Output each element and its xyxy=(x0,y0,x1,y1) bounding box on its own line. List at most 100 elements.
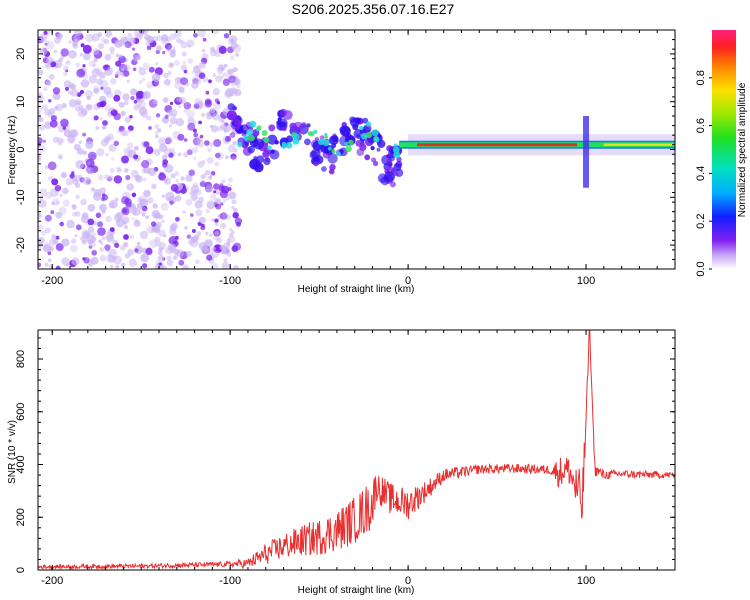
spectrogram-noise-blob xyxy=(174,76,182,84)
spectrogram-noise-blob xyxy=(190,184,200,194)
spectrogram-noise-blob xyxy=(113,255,122,265)
spectrogram-noise-blob xyxy=(73,143,81,151)
spectrogram-noise-blob xyxy=(91,68,101,77)
spectrogram-highlight-blob xyxy=(327,146,332,151)
spectrogram-noise-blob xyxy=(193,32,198,38)
spectrogram-highlight-blob xyxy=(371,129,379,137)
spectrogram-noise-blob xyxy=(99,247,105,252)
spectrogram-noise-blob xyxy=(223,63,228,68)
spectrogram-noise-blob xyxy=(62,126,66,130)
spectrogram-noise-blob xyxy=(199,180,206,188)
spectrogram-noise-blob xyxy=(45,191,53,200)
spectrogram-y-tick-label: 10 xyxy=(15,96,27,108)
spectrogram-noise-blob xyxy=(38,144,46,153)
spectrogram-noise-blob xyxy=(160,34,169,42)
spectrogram-highlight-blob xyxy=(317,138,325,146)
spectrogram-noise-blob xyxy=(42,244,52,253)
snr-y-tick-label: 600 xyxy=(15,403,27,421)
spectrogram-transition-blob xyxy=(263,157,271,166)
spectrogram-noise-blob xyxy=(62,187,69,195)
spectrogram-noise-blob xyxy=(166,45,176,54)
spectrogram-noise-blob xyxy=(185,250,192,257)
spectrogram-noise-blob xyxy=(124,225,128,230)
spectrogram-noise-blob xyxy=(132,54,140,62)
spectrogram-noise-blob xyxy=(47,161,57,171)
spectrogram-noise-blob xyxy=(164,114,169,119)
spectrogram-noise-blob xyxy=(211,218,215,222)
snr-x-label: Height of straight line (km) xyxy=(298,585,415,596)
spectrogram-noise-blob xyxy=(178,105,182,109)
spectrogram-noise-blob xyxy=(215,151,225,161)
spectrogram-noise-blob xyxy=(208,175,213,180)
spectrogram-noise-blob xyxy=(192,137,201,146)
spectrogram-y-tick-label: 0 xyxy=(15,146,27,152)
spectrogram-noise-blob xyxy=(139,230,149,240)
spectrogram-highlight-blob xyxy=(359,125,364,131)
spectrogram-noise-blob xyxy=(100,139,109,147)
spectrogram-noise-blob xyxy=(232,140,237,146)
snr-y-ticks: 0 200 400 600 800 xyxy=(15,337,675,573)
spectrogram-noise-blob xyxy=(178,259,185,266)
spectrogram-noise-blob xyxy=(169,147,176,154)
spectrogram-noise-blob xyxy=(107,175,114,181)
spectrogram-noise-blob xyxy=(182,60,187,65)
snr-y-tick-label: 800 xyxy=(15,350,27,368)
spectrogram-noise-blob xyxy=(87,151,97,161)
spectrogram-noise-blob xyxy=(175,118,185,127)
spectrogram-highlight-blob xyxy=(246,128,254,136)
spectrogram-noise-blob xyxy=(232,43,242,53)
spectrogram-noise-blob xyxy=(96,148,105,157)
spectrogram-noise-blob xyxy=(59,193,63,197)
spectrogram-noise-blob xyxy=(96,78,104,86)
colorbar-tick-label: 0.0 xyxy=(695,261,707,276)
spectrogram-noise-blob xyxy=(163,98,168,103)
spectrogram-noise-blob xyxy=(59,221,64,227)
spectrogram-x-tick-label: -100 xyxy=(219,275,241,287)
spectrogram-highlight-blob xyxy=(324,135,329,139)
spectrogram-noise-blob xyxy=(137,197,143,203)
chart-title: S206.2025.356.07.16.E27 xyxy=(292,1,455,17)
spectrogram-noise-blob xyxy=(60,118,69,128)
spectrogram-noise-blob xyxy=(115,53,120,58)
spectrogram-noise-blob xyxy=(182,210,186,214)
spectrogram-highlight-blob xyxy=(392,146,400,154)
spectrogram-noise-blob xyxy=(201,223,205,228)
spectrogram-noise-blob xyxy=(58,141,63,146)
spectrogram-noise-blob xyxy=(121,196,130,205)
spectrogram-noise-blob xyxy=(80,235,87,242)
spectrogram-noise-blob xyxy=(142,62,150,70)
spectrogram-highlight-blob xyxy=(237,141,243,148)
spectrogram-noise-blob xyxy=(168,62,175,69)
spectrogram-noise-blob xyxy=(102,120,108,126)
spectrogram-noise-blob xyxy=(197,140,205,148)
spectrogram-transition-blob xyxy=(371,157,377,163)
spectrogram-noise-blob xyxy=(72,41,78,47)
spectrogram-highlight-blob xyxy=(336,151,341,157)
spectrogram-noise-blob xyxy=(143,141,150,148)
spectrogram-noise-blob xyxy=(48,108,56,115)
spectrogram-highlight-blob xyxy=(263,137,270,144)
spectrogram-noise-blob xyxy=(143,189,152,198)
spectrogram-noise-blob xyxy=(198,196,205,203)
spectrogram-noise-blob xyxy=(211,171,216,176)
colorbar-tick-label: 0.6 xyxy=(695,118,707,133)
spectrogram-transition-blob xyxy=(356,148,365,157)
spectrogram-highlight-blob xyxy=(249,120,257,128)
spectrogram-highlight-blob xyxy=(344,141,349,146)
spectrogram-noise-blob xyxy=(162,159,169,165)
spectrogram-noise-blob xyxy=(150,221,157,227)
spectrogram-transition-blob xyxy=(285,135,294,143)
spectrogram-noise-blob xyxy=(86,104,93,111)
spectrogram-transition-blob xyxy=(393,171,399,177)
spectrogram-noise-blob xyxy=(213,139,222,147)
spectrogram-noise-blob xyxy=(174,30,182,38)
spectrogram-noise-blob xyxy=(139,30,149,35)
spectrogram-noise-blob xyxy=(88,60,96,67)
spectrogram-noise-blob xyxy=(60,48,69,57)
spectrogram-noise-blob xyxy=(166,109,174,117)
spectrogram-highlight-blob xyxy=(281,144,287,149)
spectrogram-noise-blob xyxy=(88,226,95,233)
spectrogram-noise-blob xyxy=(113,213,122,222)
spectrogram-noise-blob xyxy=(123,241,129,248)
spectrogram-noise-blob xyxy=(51,234,57,240)
